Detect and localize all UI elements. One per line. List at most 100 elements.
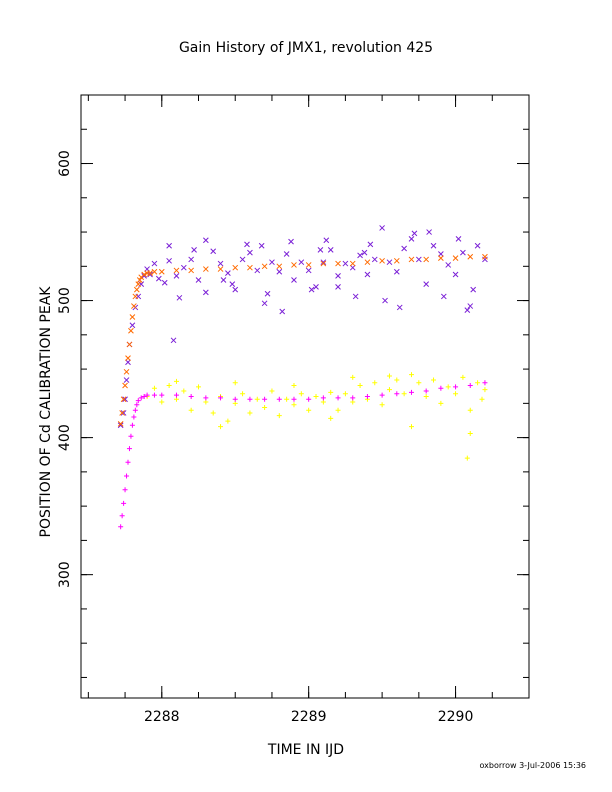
data-point [232, 286, 239, 293]
data-point [415, 256, 422, 263]
data-point [203, 395, 209, 401]
data-point [460, 374, 466, 380]
data-point [151, 392, 157, 398]
data-point [191, 247, 197, 253]
data-point [247, 249, 253, 256]
data-point [349, 264, 356, 271]
data-point [129, 322, 136, 329]
data-point [276, 413, 282, 419]
data-point [276, 396, 282, 402]
data-point [320, 260, 327, 267]
data-point [122, 487, 128, 493]
x-tick-label: 2290 [438, 709, 474, 725]
data-point [438, 251, 444, 257]
data-point [132, 407, 138, 413]
data-point [431, 377, 437, 383]
data-point [379, 392, 385, 398]
data-point [342, 391, 348, 397]
data-point [401, 245, 408, 252]
data-point [144, 392, 150, 398]
data-point [151, 268, 158, 275]
data-point [445, 384, 451, 390]
data-point [423, 388, 429, 394]
data-point [401, 391, 407, 397]
data-point [254, 396, 260, 402]
data-point [151, 260, 158, 267]
data-point [438, 400, 444, 406]
data-point [188, 256, 195, 263]
data-point [306, 396, 312, 402]
data-point [239, 256, 246, 263]
data-point [408, 389, 414, 395]
data-point [129, 422, 135, 428]
data-point [123, 377, 130, 383]
data-point [166, 242, 172, 249]
data-point [276, 263, 283, 270]
data-point [125, 359, 131, 366]
y-tick-label: 300 [57, 561, 73, 588]
data-point [217, 266, 224, 272]
data-point [120, 410, 127, 416]
data-point [467, 253, 474, 260]
data-point [364, 271, 371, 278]
data-point [188, 407, 194, 413]
data-point [305, 262, 312, 268]
data-point [317, 247, 324, 253]
data-point [279, 308, 286, 315]
data-point [124, 473, 130, 479]
data-point [452, 255, 459, 261]
data-point [126, 446, 132, 452]
data-point [394, 391, 400, 397]
data-point [430, 242, 437, 249]
data-point [349, 260, 356, 267]
data-point [166, 383, 172, 389]
data-point [335, 407, 341, 413]
data-point [455, 236, 462, 242]
data-point [210, 248, 217, 255]
data-point [335, 284, 341, 290]
data-point [121, 500, 127, 506]
data-point [202, 266, 209, 272]
data-point [181, 388, 187, 394]
data-point [151, 385, 157, 391]
series-0 [117, 225, 488, 429]
data-point [408, 236, 415, 242]
data-point [408, 256, 415, 263]
data-point [247, 396, 253, 402]
data-point [202, 289, 209, 296]
data-point [379, 257, 385, 264]
data-point [323, 237, 330, 244]
data-point [283, 251, 290, 257]
data-point [147, 270, 153, 277]
data-point [196, 384, 202, 390]
data-point [229, 281, 236, 287]
data-point [247, 410, 253, 416]
data-point [147, 271, 153, 278]
data-point [135, 398, 141, 404]
data-point [173, 273, 180, 279]
data-point [308, 286, 315, 293]
data-point [188, 394, 194, 399]
data-point [264, 290, 271, 297]
data-point [305, 267, 312, 274]
data-point [244, 241, 250, 248]
data-point [364, 259, 371, 266]
data-point [126, 341, 133, 348]
data-point [452, 271, 459, 278]
x-axis-label: TIME IN IJD [267, 742, 344, 758]
data-point [180, 264, 187, 271]
data-point [291, 383, 297, 389]
data-point [350, 395, 356, 401]
data-point [313, 284, 319, 290]
series-2 [144, 372, 488, 461]
data-point [117, 422, 124, 429]
data-point [342, 260, 349, 267]
data-point [335, 395, 341, 401]
x-tick-label: 2288 [144, 709, 180, 725]
data-point [467, 407, 473, 413]
data-point [117, 421, 124, 427]
data-point [453, 384, 459, 390]
data-point [122, 382, 128, 389]
data-point [393, 257, 400, 264]
